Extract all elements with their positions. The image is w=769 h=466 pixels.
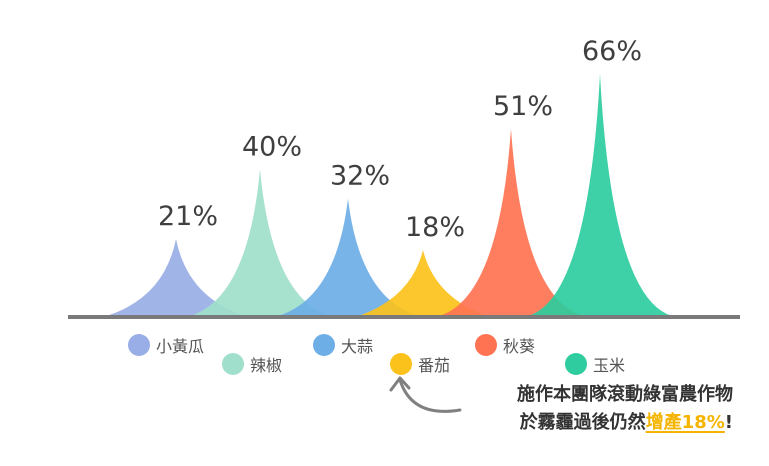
legend-label: 小黃瓜 <box>156 337 205 356</box>
legend-item-3: 大蒜 <box>313 333 373 357</box>
annotation-line-1: 施作本團隊滾動綠富農作物 <box>517 384 733 405</box>
value-label-5: 51% <box>493 91 553 122</box>
annotation-line-2: 於霧霾過後仍然增產18%! <box>517 409 733 437</box>
peak-2 <box>190 169 330 316</box>
legend-label: 秋葵 <box>503 337 536 356</box>
legend-dot-icon <box>565 353 587 375</box>
peak-1 <box>106 239 246 316</box>
peak-3 <box>278 198 418 316</box>
value-label-4: 18% <box>405 212 465 243</box>
legend-dot-icon <box>313 334 335 356</box>
legend-label: 大蒜 <box>341 337 374 356</box>
legend-label: 玉米 <box>593 356 626 375</box>
legend-dot-icon <box>128 334 150 356</box>
arrowhead-icon <box>389 376 411 392</box>
curved-arrow-icon <box>398 378 462 413</box>
legend-item-4: 番茄 <box>390 352 450 376</box>
legend-dot-icon <box>475 334 497 356</box>
value-label-1: 21% <box>158 201 218 232</box>
legend-label: 辣椒 <box>250 356 283 375</box>
value-labels-group: 21% 40% 32% 18% 51% 66% <box>158 36 642 243</box>
legend-item-6: 玉米 <box>565 352 625 376</box>
peak-4 <box>358 250 488 316</box>
legend-item-1: 小黃瓜 <box>128 333 204 357</box>
annotation-highlight: 增產18% <box>645 412 725 433</box>
annotation-note: 施作本團隊滾動綠富農作物 於霧霾過後仍然增產18%! <box>517 381 733 437</box>
annotation-line-2-prefix: 於霧霾過後仍然 <box>519 412 646 433</box>
peaks-group <box>106 74 672 316</box>
legend-item-2: 辣椒 <box>222 352 282 376</box>
legend-dot-icon <box>222 353 244 375</box>
peak-6 <box>528 74 672 316</box>
annotation-line-2-suffix: ! <box>724 412 733 433</box>
value-label-6: 66% <box>582 36 642 67</box>
value-label-3: 32% <box>330 161 390 192</box>
value-label-2: 40% <box>242 131 302 162</box>
legend-label: 番茄 <box>418 356 451 375</box>
peak-5 <box>439 129 583 316</box>
legend-item-5: 秋葵 <box>475 333 535 357</box>
legend-dot-icon <box>390 353 412 375</box>
